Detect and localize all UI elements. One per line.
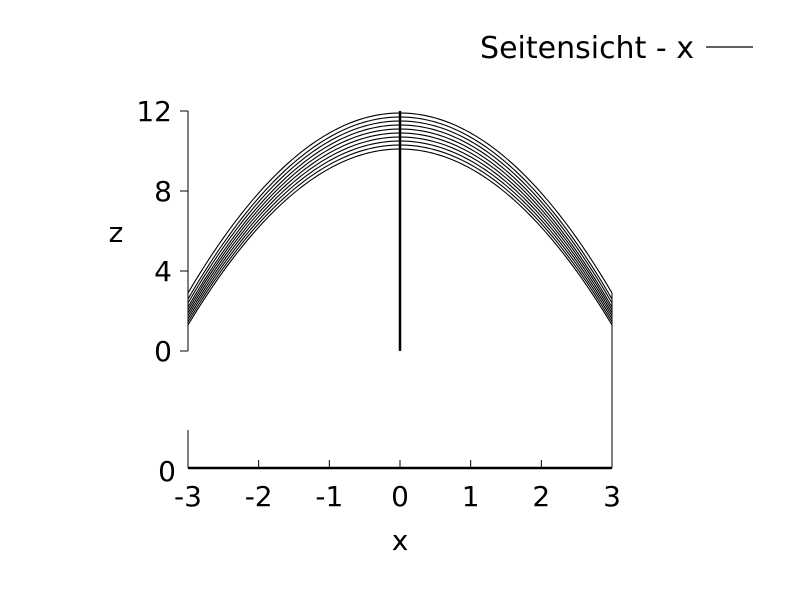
z-tick-label: 12 — [136, 95, 172, 128]
z-tick-label: 8 — [154, 175, 172, 208]
z-axis-title: z — [109, 216, 124, 249]
x-tick-label: -2 — [245, 480, 273, 513]
z-axis-ticks: 0 4 8 12 — [136, 95, 188, 368]
x-tick-label: 2 — [532, 480, 550, 513]
x-tick-label: -3 — [174, 480, 202, 513]
bottom-axis-tick-label: 0 — [158, 455, 176, 488]
x-tick-label: 3 — [603, 480, 621, 513]
legend-label: Seitensicht - x — [480, 31, 694, 66]
z-tick-label: 0 — [154, 335, 172, 368]
x-tick-label: 0 — [391, 480, 409, 513]
x-tick-label: -1 — [315, 480, 343, 513]
x-tick-label: 1 — [462, 480, 480, 513]
z-tick-label: 4 — [154, 255, 172, 288]
x-axis-ticks: -3 -2 -1 0 1 2 3 — [174, 460, 621, 513]
x-axis-title: x — [392, 524, 409, 557]
